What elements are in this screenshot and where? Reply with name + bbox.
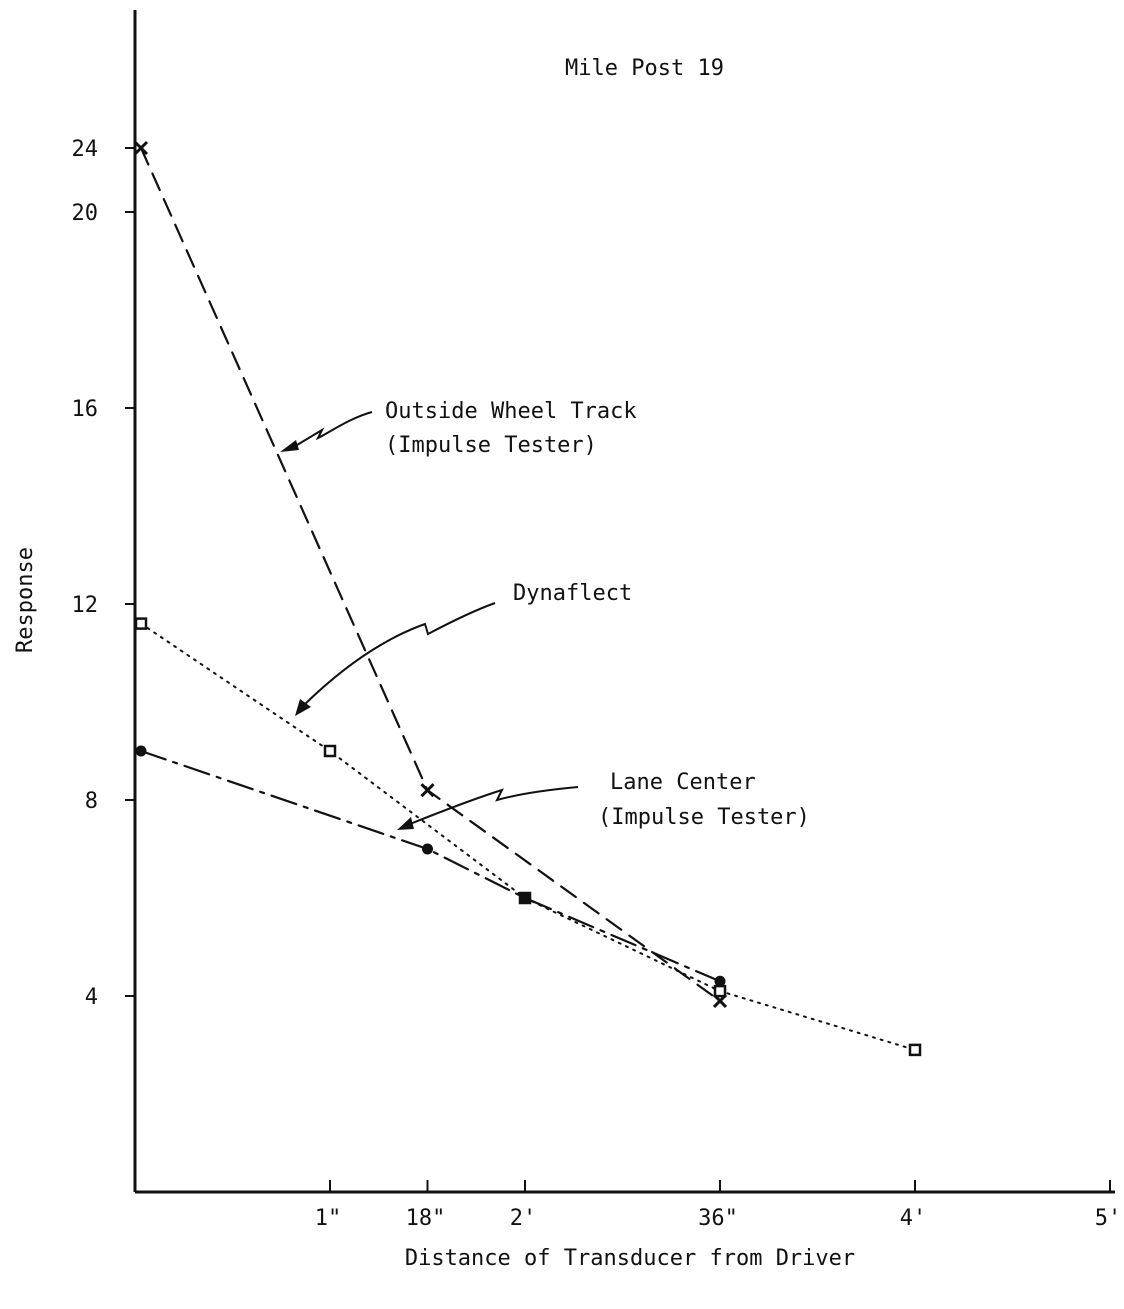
annotation-outside-line1: Outside Wheel Track: [385, 399, 637, 424]
annotation-outside-line2: (Impulse Tester): [385, 433, 597, 458]
data-point-dot: [519, 892, 531, 904]
data-point-x: [133, 140, 149, 156]
data-point-x: [420, 783, 435, 798]
data-point-square: [908, 1043, 922, 1057]
annotation-outside-wheel-track: Outside Wheel Track (Impulse Tester): [280, 399, 637, 458]
arrow-dynaflect: [303, 602, 496, 706]
data-point-dot: [422, 843, 433, 855]
series-line: [139, 146, 722, 1003]
annotation-dynaflect: Dynaflect: [295, 581, 632, 716]
y-tick-label: 4: [85, 985, 98, 1010]
arrow-lane-center: [409, 786, 579, 825]
x-tick-label: 2': [510, 1206, 537, 1231]
x-tick-label: 18": [406, 1206, 446, 1231]
annotation-lane-center: Lane Center (Impulse Tester): [397, 770, 810, 830]
series-0: [133, 140, 728, 1008]
y-tick-label: 12: [72, 593, 99, 618]
data-point-dot: [714, 975, 726, 987]
series-layer: [133, 140, 922, 1057]
arrowhead-dynaflect: [295, 699, 311, 716]
arrowhead-outside: [280, 440, 299, 452]
data-point-square: [134, 617, 148, 630]
y-tick-label: 24: [72, 137, 99, 162]
chart-title: Mile Post 19: [565, 56, 724, 81]
data-point-dot: [135, 745, 147, 757]
x-tick-label: 36": [698, 1206, 738, 1231]
x-axis-label: Distance of Transducer from Driver: [405, 1246, 855, 1271]
y-tick-label: 16: [72, 397, 99, 422]
x-tick-label: 5': [1095, 1206, 1122, 1231]
x-axis-ticks: 1" 18" 2' 36" 4' 5': [315, 1180, 1122, 1231]
y-tick-label: 20: [72, 201, 99, 226]
annotation-lane-line1: Lane Center: [610, 770, 756, 795]
annotation-dynaflect-text: Dynaflect: [513, 581, 632, 606]
x-tick-label: 4': [900, 1206, 927, 1231]
y-axis-label: Response: [13, 547, 38, 653]
data-point-square: [323, 744, 337, 758]
series-2: [135, 745, 726, 987]
data-point-square: [713, 984, 727, 998]
series-1: [134, 617, 922, 1057]
annotation-lane-line2: (Impulse Tester): [598, 805, 810, 830]
arrowhead-lane: [397, 817, 414, 830]
series-line: [139, 749, 722, 983]
arrow-outside-wheel-track: [291, 411, 373, 449]
x-tick-label: 1": [315, 1206, 342, 1231]
y-tick-label: 8: [85, 789, 98, 814]
series-line: [140, 622, 916, 1051]
y-axis-ticks: 4 8 12 16 20 24: [72, 137, 135, 1010]
